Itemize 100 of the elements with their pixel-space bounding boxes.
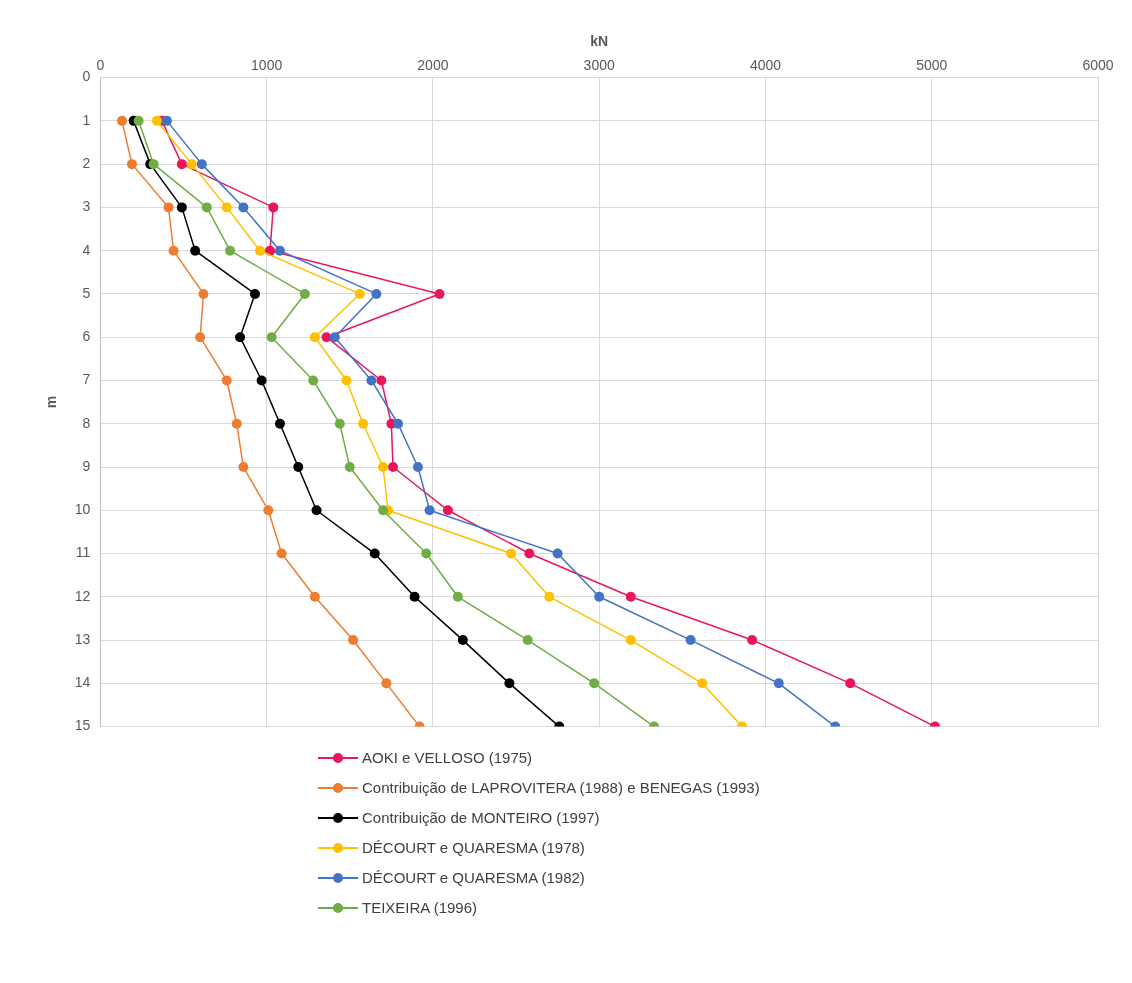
y-tick-label: 1 [82, 111, 91, 128]
point [274, 245, 285, 256]
point [250, 288, 261, 299]
point [421, 548, 432, 559]
legend-label: AOKI e VELLOSO (1975) [362, 749, 533, 766]
legend-label: TEIXEIRA (1996) [362, 899, 478, 916]
point [371, 288, 382, 299]
point [409, 591, 420, 602]
point [329, 332, 340, 343]
point [412, 462, 423, 472]
point [274, 418, 285, 429]
point [198, 288, 209, 299]
y-tick-label: 14 [74, 674, 91, 691]
point [163, 202, 174, 213]
point [176, 202, 187, 213]
point [773, 678, 784, 689]
point [256, 375, 267, 386]
point [594, 591, 605, 602]
point [238, 462, 249, 472]
point [504, 678, 515, 689]
point [625, 635, 636, 646]
x-tick-label: 4000 [749, 57, 782, 74]
y-tick-label: 8 [82, 414, 91, 431]
x-tick-label: 3000 [583, 57, 615, 74]
point [544, 591, 555, 602]
point [369, 548, 380, 559]
point [358, 418, 369, 429]
point [221, 375, 232, 386]
point [231, 418, 242, 429]
point [254, 245, 265, 256]
point [442, 505, 453, 516]
point [685, 635, 696, 646]
point [195, 332, 206, 343]
point [221, 202, 232, 213]
point [266, 332, 277, 343]
point [238, 202, 249, 213]
point [845, 678, 856, 689]
point [190, 245, 201, 256]
legend-label: Contribuição de MONTEIRO (1997) [362, 809, 600, 826]
point [697, 678, 708, 689]
y-tick-label: 2 [82, 154, 91, 171]
point [161, 115, 172, 126]
y-tick-label: 0 [82, 68, 91, 85]
point [381, 678, 392, 689]
y-tick-label: 3 [82, 198, 91, 215]
point [309, 332, 320, 343]
y-tick-label: 9 [82, 457, 91, 474]
point [348, 635, 359, 646]
legend-label: DÉCOURT e QUARESMA (1978) [362, 839, 585, 856]
point [126, 159, 137, 170]
y-tick-label: 12 [74, 587, 91, 604]
legend-label: Contribuição de LAPROVITERA (1988) e BENEGAS (1993) [362, 779, 760, 796]
point [393, 418, 403, 429]
y-tick-label: 4 [82, 241, 91, 258]
point [552, 548, 563, 559]
point [263, 505, 274, 516]
point [151, 115, 162, 126]
point [334, 418, 345, 429]
point [506, 548, 517, 559]
point [747, 635, 758, 646]
point [311, 505, 322, 516]
point [225, 245, 236, 256]
y-tick-label: 6 [82, 328, 91, 345]
point [133, 115, 144, 126]
point [341, 375, 352, 386]
point [309, 591, 320, 602]
y-tick-label: 5 [82, 284, 91, 301]
point [176, 159, 187, 170]
point [424, 505, 435, 516]
y-tick-label: 10 [74, 501, 91, 518]
point [196, 159, 207, 170]
point [299, 288, 310, 299]
point [276, 548, 287, 559]
y-tick-label: 15 [74, 717, 91, 734]
y-tick-label: 11 [75, 544, 91, 561]
point [308, 375, 319, 386]
point [625, 591, 636, 602]
x-axis-title: kN [590, 33, 609, 50]
x-tick-label: 1000 [251, 57, 283, 74]
x-tick-label: 5000 [916, 57, 948, 74]
point [354, 288, 365, 299]
point [186, 159, 197, 170]
point [116, 115, 127, 126]
point [376, 375, 387, 386]
point [524, 548, 535, 559]
point [589, 678, 600, 689]
point [452, 591, 463, 602]
x-tick-label: 0 [96, 57, 105, 74]
point [293, 462, 304, 472]
x-tick-label: 6000 [1082, 57, 1114, 74]
y-tick-label: 13 [74, 630, 91, 647]
point [268, 202, 279, 213]
point [344, 462, 355, 472]
point [378, 462, 389, 472]
point [168, 245, 179, 256]
point [235, 332, 246, 343]
y-tick-label: 7 [82, 371, 91, 388]
point [201, 202, 212, 213]
legend-label: DÉCOURT e QUARESMA (1982) [362, 869, 585, 886]
point [434, 288, 445, 299]
